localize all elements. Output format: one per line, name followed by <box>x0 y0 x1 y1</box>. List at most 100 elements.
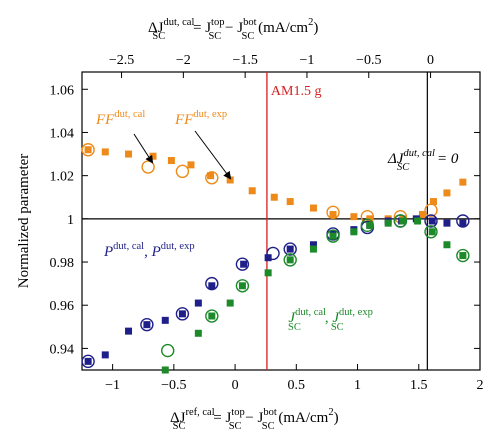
j_exp-point <box>264 269 272 277</box>
p_exp-point <box>428 217 436 225</box>
ff_exp-point <box>84 146 92 154</box>
x-top-tick-label: −2.5 <box>109 53 134 68</box>
p_exp-point <box>443 219 451 227</box>
x-bottom-tick-label: 0.5 <box>288 378 306 393</box>
y-tick-label: 1.06 <box>50 83 75 98</box>
y-axis-ticks: 0.94 0.96 0.98 1 1.02 1.04 1.06 <box>50 83 480 357</box>
ff_exp-point <box>443 189 451 197</box>
x-top-tick-label: 0 <box>427 53 434 68</box>
y-tick-label: 1.04 <box>50 126 75 141</box>
p_cal-point <box>283 242 297 256</box>
ff_cal-point <box>205 171 219 185</box>
ff_exp-point <box>149 152 157 160</box>
j_cal-point <box>326 229 340 243</box>
j_cal-point <box>424 225 438 239</box>
x-top-tick-label: −2 <box>176 53 191 68</box>
p_cal-point <box>81 354 95 369</box>
y-axis-title: Normalized parameter <box>16 154 32 289</box>
p_exp-point <box>194 299 202 307</box>
data-markers <box>81 143 470 374</box>
j_exp-point <box>238 282 246 290</box>
am15g-label: AM1.5 g <box>271 84 322 99</box>
p_exp-point <box>84 357 92 365</box>
j_exp-point <box>428 228 436 236</box>
j_exp-point <box>443 241 451 249</box>
x-top-tick-label: −1 <box>300 53 315 68</box>
ff_exp-point <box>248 187 256 195</box>
j_cal-point <box>161 343 175 358</box>
j_exp-point <box>366 221 374 229</box>
j-label: Jdut, cal SC, Jdut, exp SC <box>288 307 373 333</box>
p_exp-point <box>459 219 467 227</box>
p_cal-point <box>175 307 190 321</box>
ff_exp-point <box>350 213 358 221</box>
j_cal-point <box>283 253 297 267</box>
x-axis-bottom-ticks: −1 −0.5 0 0.5 1 1.5 2 <box>105 364 484 393</box>
x-bottom-tick-label: 0 <box>232 378 239 393</box>
ff_exp-point <box>418 211 426 219</box>
j_exp-point <box>459 252 467 260</box>
x-top-tick-label: −0.5 <box>356 53 381 68</box>
y-tick-label: 1.02 <box>50 170 75 185</box>
ff_exp-point <box>125 150 133 158</box>
p_exp-point <box>208 282 216 290</box>
ff-exp-label: FFdut, exp <box>174 109 227 128</box>
j_cal-point <box>235 279 250 293</box>
ff-cal-arrow <box>133 133 154 164</box>
p_exp-point <box>240 260 248 268</box>
p_exp-point <box>143 321 151 329</box>
x-bottom-tick-label: 2 <box>477 378 484 393</box>
y-tick-label: 0.98 <box>50 256 75 271</box>
j_exp-point <box>194 329 202 337</box>
j_exp-point <box>226 299 234 307</box>
x-bottom-tick-label: 1 <box>354 378 361 393</box>
plot-frame <box>81 71 481 371</box>
j_cal-point <box>393 214 408 228</box>
j_exp-point <box>208 312 216 320</box>
y-tick-label: 0.96 <box>50 299 75 314</box>
p_cal-point <box>424 214 438 228</box>
ff_exp-point <box>329 211 337 219</box>
ff_exp-point <box>309 204 317 212</box>
x-top-tick-label: −1.5 <box>232 53 257 68</box>
ff_cal-point <box>141 160 155 174</box>
zero-dut-label: ΔJdut, cal SC = 0 <box>387 148 459 173</box>
j_exp-point <box>309 245 317 253</box>
p_exp-point <box>286 245 294 253</box>
ff_exp-point <box>226 176 234 184</box>
p_exp-point <box>178 310 186 318</box>
p_cal-point <box>235 257 250 271</box>
p_cal-point <box>205 276 219 291</box>
j_cal-point <box>360 218 375 233</box>
x-axis-top-ticks: −2.5 −2 −1.5 −1 −0.5 0 <box>109 53 434 78</box>
y-tick-label: 0.94 <box>50 342 75 357</box>
x-bottom-tick-label: −1 <box>105 378 120 393</box>
ff_exp-point <box>286 198 294 206</box>
ff_cal-point <box>326 205 340 220</box>
x-bottom-tick-label: −0.5 <box>161 378 186 393</box>
x-bottom-tick-label: 1.5 <box>410 378 428 393</box>
p_cal-point <box>456 214 470 228</box>
ff_exp-point <box>207 172 215 180</box>
ff_exp-point <box>459 178 467 186</box>
p_exp-point <box>309 241 317 249</box>
p-label: Pdut, cal, Pdut, exp <box>103 241 195 260</box>
ff_exp-point <box>270 193 278 201</box>
y-tick-label: 1 <box>67 213 74 228</box>
p_cal-point <box>266 246 280 261</box>
ff-exp-arrow <box>194 130 232 180</box>
p_exp-point <box>125 327 133 335</box>
j_exp-point <box>414 217 422 225</box>
j_cal-point <box>456 248 470 263</box>
j_exp-point <box>399 217 407 225</box>
ff_exp-point <box>101 148 109 156</box>
p_exp-point <box>101 351 109 359</box>
j_cal-point <box>205 309 219 323</box>
j_exp-point <box>329 232 337 240</box>
ff_cal-point <box>175 164 190 179</box>
ff_cal-point <box>81 143 95 157</box>
j_exp-point <box>286 256 294 264</box>
j_exp-point <box>161 366 169 374</box>
ff_exp-point <box>187 161 195 169</box>
